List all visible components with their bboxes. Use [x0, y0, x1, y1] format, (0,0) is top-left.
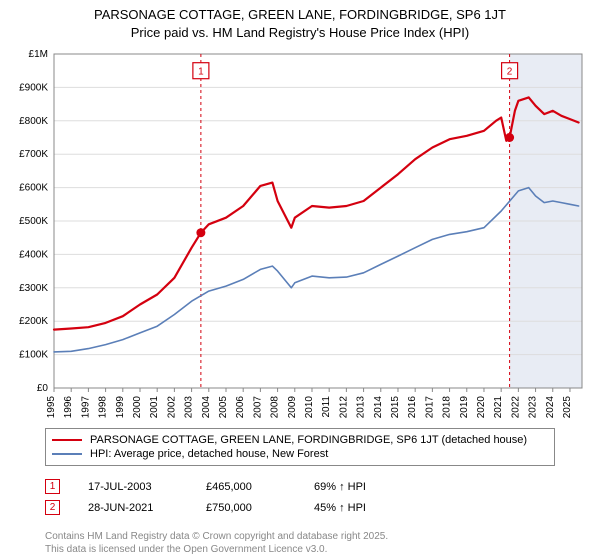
- svg-text:2018: 2018: [442, 396, 453, 418]
- footer-line-2: This data is licensed under the Open Gov…: [45, 544, 388, 557]
- svg-text:2012: 2012: [338, 396, 349, 418]
- footer-line-1: Contains HM Land Registry data © Crown c…: [45, 531, 388, 544]
- svg-text:2025: 2025: [562, 396, 573, 418]
- svg-text:2013: 2013: [356, 396, 367, 418]
- title-line-1: PARSONAGE COTTAGE, GREEN LANE, FORDINGBR…: [0, 6, 600, 24]
- sale-price-2: £750,000: [206, 502, 286, 514]
- svg-text:£0: £0: [37, 383, 49, 394]
- svg-text:2009: 2009: [287, 396, 298, 418]
- svg-text:2005: 2005: [218, 396, 229, 418]
- svg-text:2004: 2004: [201, 396, 212, 418]
- legend-swatch-property: [52, 439, 82, 441]
- svg-text:£600K: £600K: [19, 183, 48, 194]
- svg-text:2014: 2014: [373, 396, 384, 418]
- svg-text:2007: 2007: [252, 396, 263, 418]
- legend: PARSONAGE COTTAGE, GREEN LANE, FORDINGBR…: [45, 428, 555, 466]
- title-block: PARSONAGE COTTAGE, GREEN LANE, FORDINGBR…: [0, 0, 600, 41]
- svg-text:1: 1: [198, 67, 204, 78]
- svg-text:£800K: £800K: [19, 116, 48, 127]
- svg-text:2003: 2003: [184, 396, 195, 418]
- svg-text:2008: 2008: [270, 396, 281, 418]
- sales-table: 1 17-JUL-2003 £465,000 69% ↑ HPI 2 28-JU…: [45, 476, 555, 518]
- svg-text:1995: 1995: [46, 396, 57, 418]
- svg-text:1998: 1998: [98, 396, 109, 418]
- svg-text:1996: 1996: [63, 396, 74, 418]
- svg-text:2002: 2002: [166, 396, 177, 418]
- svg-text:2022: 2022: [510, 396, 521, 418]
- svg-text:2000: 2000: [132, 396, 143, 418]
- svg-text:£500K: £500K: [19, 216, 48, 227]
- svg-text:2006: 2006: [235, 396, 246, 418]
- svg-text:2011: 2011: [321, 396, 332, 418]
- svg-text:£200K: £200K: [19, 316, 48, 327]
- svg-text:2024: 2024: [545, 396, 556, 418]
- sale-date-2: 28-JUN-2021: [88, 502, 178, 514]
- legend-swatch-hpi: [52, 453, 82, 455]
- svg-text:£400K: £400K: [19, 249, 48, 260]
- svg-text:2021: 2021: [493, 396, 504, 418]
- sale-pct-2: 45% ↑ HPI: [314, 502, 404, 514]
- svg-text:1997: 1997: [80, 396, 91, 418]
- svg-text:£100K: £100K: [19, 350, 48, 361]
- sale-pct-1: 69% ↑ HPI: [314, 481, 404, 493]
- svg-text:2017: 2017: [424, 396, 435, 418]
- sale-badge-2: 2: [45, 500, 60, 515]
- svg-text:£1M: £1M: [29, 49, 48, 60]
- svg-text:2016: 2016: [407, 396, 418, 418]
- legend-label-hpi: HPI: Average price, detached house, New …: [90, 448, 328, 460]
- sales-row-1: 1 17-JUL-2003 £465,000 69% ↑ HPI: [45, 476, 555, 497]
- svg-text:2: 2: [507, 67, 513, 78]
- chart-svg: £0 £100K £200K £300K £400K £500K £600K £700K £80…: [10, 48, 590, 418]
- svg-text:£700K: £700K: [19, 149, 48, 160]
- svg-text:£300K: £300K: [19, 283, 48, 294]
- legend-label-property: PARSONAGE COTTAGE, GREEN LANE, FORDINGBR…: [90, 434, 527, 446]
- sale-badge-1: 1: [45, 479, 60, 494]
- svg-text:2019: 2019: [459, 396, 470, 418]
- svg-text:2023: 2023: [528, 396, 539, 418]
- svg-text:2020: 2020: [476, 396, 487, 418]
- sales-row-2: 2 28-JUN-2021 £750,000 45% ↑ HPI: [45, 497, 555, 518]
- chart-area: £0 £100K £200K £300K £400K £500K £600K £700K £80…: [10, 48, 590, 418]
- svg-text:£900K: £900K: [19, 82, 48, 93]
- chart-container: PARSONAGE COTTAGE, GREEN LANE, FORDINGBR…: [0, 0, 600, 560]
- svg-text:2015: 2015: [390, 396, 401, 418]
- sale-date-1: 17-JUL-2003: [88, 481, 178, 493]
- legend-item-hpi: HPI: Average price, detached house, New …: [52, 447, 548, 461]
- footer: Contains HM Land Registry data © Crown c…: [45, 531, 388, 556]
- svg-text:2001: 2001: [149, 396, 160, 418]
- legend-item-property: PARSONAGE COTTAGE, GREEN LANE, FORDINGBR…: [52, 433, 548, 447]
- sale-price-1: £465,000: [206, 481, 286, 493]
- svg-text:1999: 1999: [115, 396, 126, 418]
- svg-text:2010: 2010: [304, 396, 315, 418]
- title-line-2: Price paid vs. HM Land Registry's House …: [0, 24, 600, 42]
